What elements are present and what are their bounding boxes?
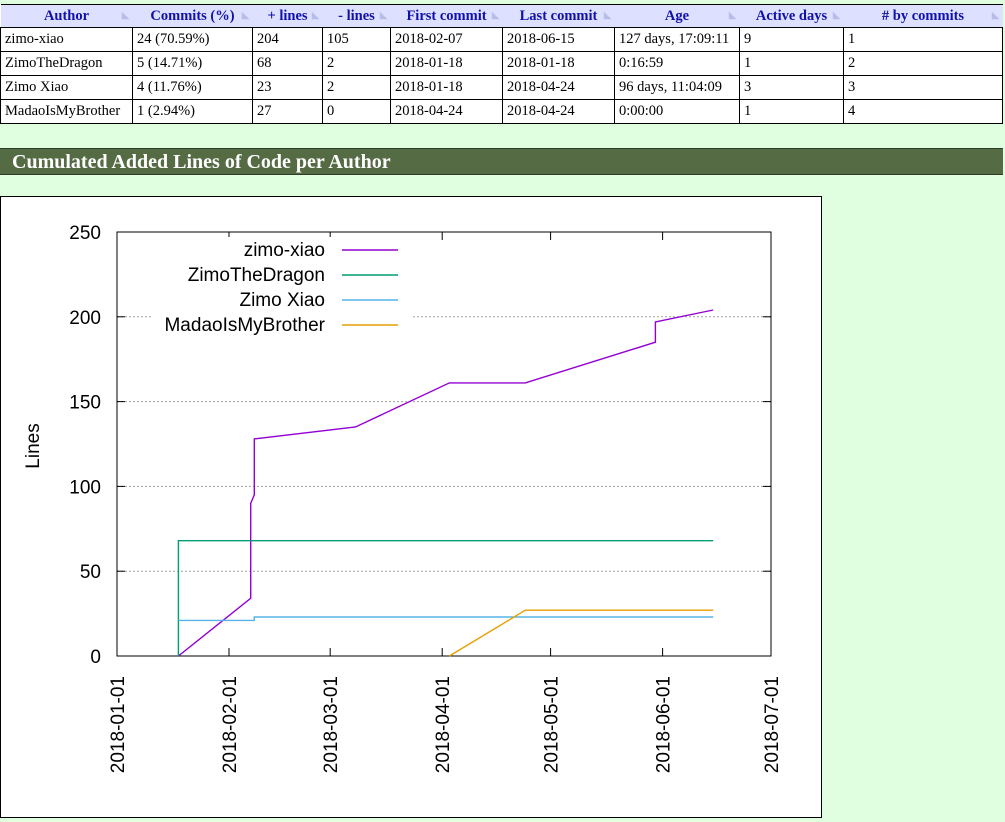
column-header[interactable]: Last commit ◣ bbox=[502, 4, 615, 28]
table-cell: 2018-06-15 bbox=[502, 27, 615, 52]
table-row: Zimo Xiao 4 (11.76%) 23 2 2018-01-18 201… bbox=[0, 75, 1003, 100]
sort-icon[interactable]: ◣ bbox=[121, 10, 130, 21]
x-tick-label: 2018-06-01 bbox=[654, 676, 675, 773]
column-header[interactable]: Commits (%) ◣ bbox=[132, 4, 253, 28]
legend-background bbox=[151, 237, 411, 339]
x-tick-label: 2018-04-01 bbox=[433, 676, 454, 773]
sort-icon[interactable]: ◣ bbox=[311, 10, 320, 21]
series-lines bbox=[177, 309, 714, 657]
table-cell: 2 bbox=[322, 51, 391, 76]
table-cell: 24 (70.59%) bbox=[132, 27, 253, 52]
x-tick-label: 2018-05-01 bbox=[542, 676, 563, 773]
table-row: zimo-xiao 24 (70.59%) 204 105 2018-02-07… bbox=[0, 27, 1003, 52]
table-cell: Zimo Xiao bbox=[0, 75, 133, 100]
table-cell: 4 (11.76%) bbox=[132, 75, 253, 100]
table-cell: 1 bbox=[843, 27, 1003, 52]
legend-label: Zimo Xiao bbox=[239, 290, 325, 311]
y-tick-label: 150 bbox=[69, 393, 101, 414]
sort-icon[interactable]: ◣ bbox=[832, 10, 841, 21]
table-cell: 9 bbox=[739, 27, 844, 52]
table-cell: 127 days, 17:09:11 bbox=[614, 27, 740, 52]
legend-label: ZimoTheDragon bbox=[188, 265, 325, 286]
table-cell: 2018-02-07 bbox=[390, 27, 503, 52]
table-cell: 3 bbox=[739, 75, 844, 100]
table-cell: 2018-01-18 bbox=[390, 75, 503, 100]
series-line-zimothedragon bbox=[177, 540, 714, 656]
legend-label: MadaoIsMyBrother bbox=[164, 315, 325, 336]
sort-icon[interactable]: ◣ bbox=[728, 10, 737, 21]
series-line-madaoismybrother bbox=[449, 609, 714, 657]
legend: zimo-xiao ZimoTheDragon Zimo Xiao MadaoIsMy… bbox=[151, 237, 411, 339]
authors-table: Author ◣ Commits (%) ◣ + lines ◣ - lines ◣ F… bbox=[0, 4, 1003, 124]
x-tick-label: 2018-02-01 bbox=[220, 676, 241, 773]
table-cell: 27 bbox=[252, 99, 323, 124]
column-header[interactable]: Active days ◣ bbox=[739, 4, 844, 28]
column-header[interactable]: Author ◣ bbox=[0, 4, 133, 28]
table-cell: 4 bbox=[843, 99, 1003, 124]
table-cell: 1 (2.94%) bbox=[132, 99, 253, 124]
table-cell: 0 bbox=[322, 99, 391, 124]
y-tick-label: 200 bbox=[69, 308, 101, 329]
y-tick-label: 250 bbox=[69, 223, 101, 244]
series-line-zimo-xiao bbox=[177, 309, 714, 657]
sort-icon[interactable]: ◣ bbox=[991, 10, 1000, 21]
table-cell: 2 bbox=[322, 75, 391, 100]
x-tick-label: 2018-01-01 bbox=[108, 676, 129, 773]
column-header[interactable]: Age ◣ bbox=[614, 4, 740, 28]
axes: 0 50 100 150 200 250 2018-01-01 2018-02-01 2018-… bbox=[69, 223, 783, 773]
column-header[interactable]: # by commits ◣ bbox=[843, 4, 1003, 28]
table-cell: 3 bbox=[843, 75, 1003, 100]
plot-border bbox=[116, 231, 772, 657]
y-axis-label: Lines bbox=[23, 423, 44, 468]
table-row: ZimoTheDragon 5 (14.71%) 68 2 2018-01-18… bbox=[0, 51, 1003, 76]
table-cell: 2018-01-18 bbox=[502, 51, 615, 76]
x-tick-label: 2018-03-01 bbox=[321, 676, 342, 773]
table-cell: 1 bbox=[739, 51, 844, 76]
table-cell: zimo-xiao bbox=[0, 27, 133, 52]
table-cell: 0:16:59 bbox=[614, 51, 740, 76]
table-cell: 204 bbox=[252, 27, 323, 52]
section-heading: Cumulated Added Lines of Code per Author bbox=[0, 148, 1003, 175]
sort-icon[interactable]: ◣ bbox=[603, 10, 612, 21]
table-cell: 23 bbox=[252, 75, 323, 100]
table-header-row: Author ◣ Commits (%) ◣ + lines ◣ - lines ◣ F… bbox=[0, 4, 1003, 28]
sort-icon[interactable]: ◣ bbox=[379, 10, 388, 21]
table-cell: ZimoTheDragon bbox=[0, 51, 133, 76]
sort-icon[interactable]: ◣ bbox=[491, 10, 500, 21]
table-cell: 2018-04-24 bbox=[502, 75, 615, 100]
column-header[interactable]: First commit ◣ bbox=[390, 4, 503, 28]
table-cell: 68 bbox=[252, 51, 323, 76]
y-tick-label: 100 bbox=[69, 477, 101, 498]
table-row: MadaoIsMyBrother 1 (2.94%) 27 0 2018-04-… bbox=[0, 99, 1003, 124]
table-cell: 96 days, 11:04:09 bbox=[614, 75, 740, 100]
sort-icon[interactable]: ◣ bbox=[241, 10, 250, 21]
table-cell: 2018-04-24 bbox=[502, 99, 615, 124]
table-cell: 5 (14.71%) bbox=[132, 51, 253, 76]
lines-of-code-chart: 0 50 100 150 200 250 2018-01-01 2018-02-01 2018-… bbox=[23, 223, 783, 773]
column-header[interactable]: - lines ◣ bbox=[322, 4, 391, 28]
table-cell: 105 bbox=[322, 27, 391, 52]
y-tick-label: 50 bbox=[80, 562, 101, 583]
table-cell: 2018-04-24 bbox=[390, 99, 503, 124]
legend-label: zimo-xiao bbox=[244, 240, 325, 261]
x-tick-label: 2018-07-01 bbox=[762, 676, 783, 773]
grid-lines bbox=[117, 316, 771, 572]
chart-frame: 0 50 100 150 200 250 2018-01-01 2018-02-01 2018-… bbox=[0, 196, 822, 818]
table-cell: 2018-01-18 bbox=[390, 51, 503, 76]
series-line-zimo-xiao bbox=[178, 616, 714, 622]
table-cell: 0:00:00 bbox=[614, 99, 740, 124]
table-cell: MadaoIsMyBrother bbox=[0, 99, 133, 124]
y-tick-label: 0 bbox=[90, 647, 101, 668]
column-header[interactable]: + lines ◣ bbox=[252, 4, 323, 28]
table-cell: 2 bbox=[843, 51, 1003, 76]
table-cell: 1 bbox=[739, 99, 844, 124]
